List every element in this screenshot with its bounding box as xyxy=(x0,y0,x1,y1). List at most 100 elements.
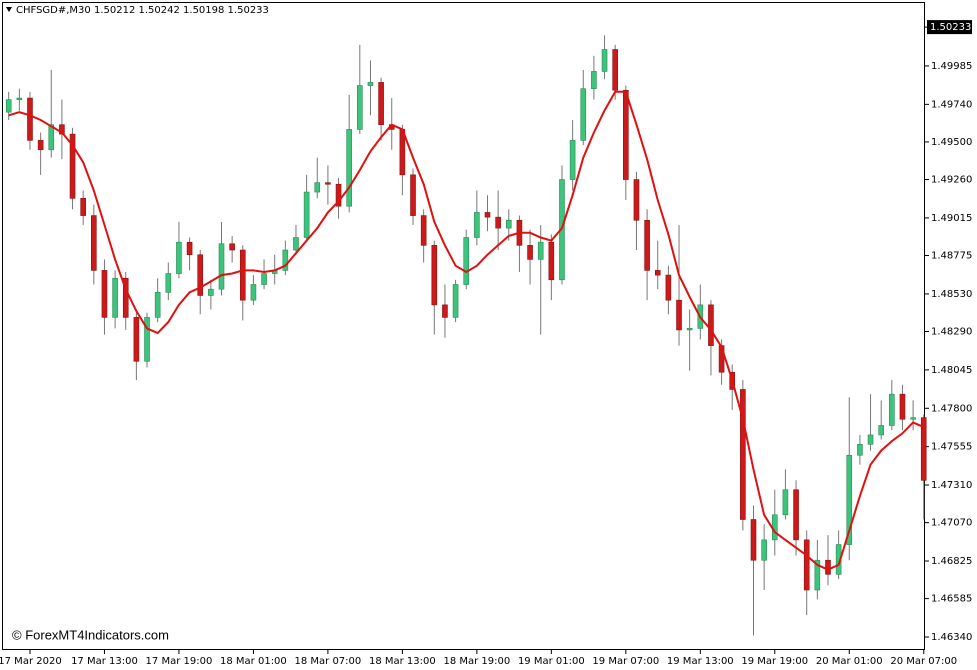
candle-body xyxy=(431,245,438,306)
x-tick-label: 17 Mar 2020 xyxy=(0,656,62,667)
plot-frame xyxy=(2,2,925,650)
candle-body xyxy=(154,292,161,318)
y-tick-label: 1.49015 xyxy=(931,213,972,224)
candle-body xyxy=(91,215,97,271)
candle-body xyxy=(229,243,235,251)
candle-body xyxy=(144,317,150,362)
candle-body xyxy=(665,274,672,301)
candle-body xyxy=(654,270,661,276)
candle-body xyxy=(282,249,289,271)
candle-body xyxy=(463,237,470,285)
candle-body xyxy=(676,299,682,331)
candle-body xyxy=(197,254,204,296)
candle-body xyxy=(16,97,23,100)
candle-body xyxy=(314,182,321,193)
y-tick-label: 1.46585 xyxy=(931,594,972,605)
x-tick-label: 19 Mar 01:00 xyxy=(518,656,585,667)
y-tick-label: 1.49740 xyxy=(931,99,972,110)
x-tick-label: 19 Mar 13:00 xyxy=(667,656,734,667)
candle-body xyxy=(176,241,182,274)
candle-body xyxy=(452,284,459,318)
candle-body xyxy=(793,489,799,541)
candle-body xyxy=(825,559,831,575)
candle-body xyxy=(442,304,448,318)
candle-body xyxy=(846,454,853,545)
candle-body xyxy=(686,328,693,331)
candle-body xyxy=(569,140,576,180)
candle-body xyxy=(484,212,491,218)
candle-body xyxy=(239,249,246,301)
candle-body xyxy=(48,124,55,151)
candle-body xyxy=(122,277,129,318)
candle-body xyxy=(761,539,767,561)
candle-body xyxy=(112,277,118,318)
candle-body xyxy=(335,183,342,207)
candle-body xyxy=(633,179,640,221)
y-tick-label: 1.47800 xyxy=(931,403,972,414)
y-tick-label: 1.48530 xyxy=(931,289,972,300)
candle-body xyxy=(548,241,555,281)
candle-body xyxy=(59,124,65,135)
y-tick-label: 1.47070 xyxy=(931,518,972,529)
x-tick-label: 18 Mar 19:00 xyxy=(443,656,510,667)
candle-body xyxy=(69,133,76,199)
y-tick-label: 1.48045 xyxy=(931,365,972,376)
y-tick-label: 1.49500 xyxy=(931,137,972,148)
candle-body xyxy=(740,389,746,520)
menu-triangle xyxy=(6,7,12,12)
candle-body xyxy=(133,317,140,362)
x-tick-label: 18 Mar 01:00 xyxy=(220,656,287,667)
candle-body xyxy=(261,273,267,285)
x-tick-label: 18 Mar 13:00 xyxy=(369,656,436,667)
candle-body xyxy=(37,140,44,151)
candle-body xyxy=(623,89,629,180)
x-tick-label: 17 Mar 19:00 xyxy=(146,656,213,667)
candle-body xyxy=(803,539,810,591)
current-price-label: 1.50233 xyxy=(930,22,971,33)
candle-body xyxy=(910,417,916,420)
y-tick-label: 1.48290 xyxy=(931,327,972,338)
candle-body xyxy=(750,519,757,561)
candle-body xyxy=(165,273,172,293)
candle-body xyxy=(612,49,618,91)
candle-body xyxy=(357,85,363,130)
y-tick-label: 1.49985 xyxy=(931,61,972,72)
candle-body xyxy=(527,245,533,260)
candle-body xyxy=(899,393,906,420)
moving-average-line xyxy=(8,90,925,571)
candle-body xyxy=(186,241,193,256)
candle-body xyxy=(708,304,714,346)
y-tick-label: 1.47555 xyxy=(931,442,972,453)
y-tick-label: 1.49260 xyxy=(931,175,972,186)
candle-body xyxy=(410,174,416,216)
candle-body xyxy=(80,198,86,216)
y-tick-label: 1.46340 xyxy=(931,632,972,643)
x-tick-label: 19 Mar 19:00 xyxy=(741,656,808,667)
candle-body xyxy=(474,212,480,238)
candle-body xyxy=(420,215,427,246)
candle-body xyxy=(889,393,895,426)
candle-body xyxy=(580,88,587,141)
candle-body xyxy=(101,270,108,318)
chart-title: CHFSGD#,M30 1.50212 1.50242 1.50198 1.50… xyxy=(16,5,269,16)
candle-body xyxy=(346,129,352,207)
candle-body xyxy=(601,49,608,72)
candle-body xyxy=(814,559,821,591)
y-tick-label: 1.48775 xyxy=(931,251,972,262)
current-price-box xyxy=(927,20,972,35)
candle-body xyxy=(591,71,597,89)
candle-body xyxy=(867,434,874,445)
candle-body xyxy=(644,219,650,271)
x-tick-label: 20 Mar 01:00 xyxy=(816,656,883,667)
candle-body xyxy=(857,443,863,456)
candle-body xyxy=(250,284,257,301)
candle-body xyxy=(27,97,33,141)
candle-body xyxy=(878,425,884,436)
y-tick-label: 1.46825 xyxy=(931,556,972,567)
candle-body xyxy=(208,288,214,296)
x-tick-label: 18 Mar 07:00 xyxy=(295,656,362,667)
candle-body xyxy=(378,82,384,126)
